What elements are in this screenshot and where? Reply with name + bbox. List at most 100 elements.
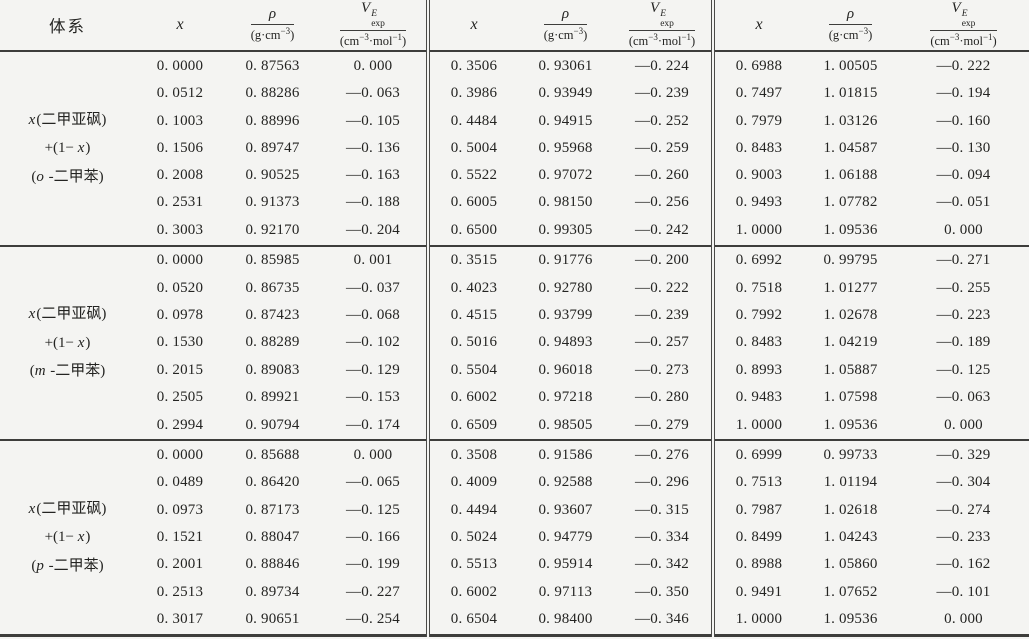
x-value: 0. 5004 <box>426 134 518 163</box>
ve-value: —0. 257 <box>635 334 689 351</box>
x-value: 0. 5016 <box>426 329 518 357</box>
ve-value: —0. 239 <box>635 85 689 102</box>
ve-value: —0. 254 <box>346 611 400 628</box>
system-block-1: x(二甲亚砜) +(1− x) (o -二甲苯) 0. 0000 0. 87563 0. … <box>0 51 1029 246</box>
x-value: 0. 2531 <box>156 194 204 211</box>
table-row: 0. 0489 0. 86420 —0. 065 0. 4009 0. 92588 —0.… <box>0 469 1029 497</box>
ve-value: —0. 166 <box>346 528 400 545</box>
rho-fraction: ρ (g·cm−3) <box>828 5 873 43</box>
ve-value: —0. 224 <box>635 57 689 74</box>
column-header-x-1: x <box>176 16 184 34</box>
table-row: x(二甲亚砜) +(1− x) (p -二甲苯) 0. 0000 0. 85688 0. … <box>0 440 1029 574</box>
ve-value: —0. 063 <box>936 388 991 405</box>
x-value: 0. 3515 <box>426 245 518 275</box>
rho-value: 0. 88846 <box>245 556 300 573</box>
column-header-x-2: x <box>426 0 518 52</box>
rho-value: 0. 94915 <box>538 112 593 129</box>
rho-value: 0. 98400 <box>538 611 593 628</box>
rho-value: 0. 94893 <box>538 334 593 351</box>
rho-value: 0. 89083 <box>245 361 300 378</box>
rho-value: 0. 96018 <box>538 361 593 378</box>
x-value: 0. 1530 <box>156 334 204 351</box>
x-value: 0. 7979 <box>711 107 803 135</box>
ve-value: —0. 296 <box>635 474 689 491</box>
x-value: 0. 0000 <box>156 252 204 269</box>
x-value: 0. 3508 <box>426 440 518 470</box>
ve-value: —0. 350 <box>635 583 689 600</box>
rho-value: 0. 90794 <box>245 416 300 433</box>
system-label: x(二甲亚砜) +(1− x) (p -二甲苯) <box>28 500 107 574</box>
table-row: 0. 0512 0. 88286 —0. 063 0. 3986 0. 93949 —0.… <box>0 80 1029 108</box>
x-value: 1. 0000 <box>711 605 803 636</box>
x-value: 0. 4023 <box>426 274 518 302</box>
ve-value: —0. 174 <box>346 416 400 433</box>
x-value: 0. 6002 <box>426 578 518 606</box>
rho-value: 0. 99733 <box>823 446 878 463</box>
rho-value: 0. 90525 <box>245 167 300 184</box>
rho-value: 0. 94779 <box>538 528 593 545</box>
rho-value: 0. 98150 <box>538 194 593 211</box>
x-value: 0. 1521 <box>156 528 204 545</box>
x-value: 0. 4009 <box>426 469 518 497</box>
rho-value: 0. 88047 <box>245 528 300 545</box>
ve-value: —0. 125 <box>346 501 400 518</box>
rho-value: 0. 89747 <box>245 139 300 156</box>
ve-value: 0. 000 <box>944 416 983 433</box>
x-value: 0. 5513 <box>426 551 518 579</box>
x-value: 0. 4484 <box>426 107 518 135</box>
ve-value: —0. 222 <box>635 279 689 296</box>
rho-value: 1. 07598 <box>823 388 878 405</box>
x-value: 0. 3986 <box>426 80 518 108</box>
table-row: 0. 2994 0. 90794 —0. 174 0. 6509 0. 98505 —0.… <box>0 411 1029 441</box>
x-value: 0. 5504 <box>426 356 518 384</box>
ve-value: —0. 329 <box>936 446 991 463</box>
ve-value: —0. 129 <box>346 361 400 378</box>
ve-value: —0. 273 <box>635 361 689 378</box>
x-value: 0. 3506 <box>426 51 518 81</box>
ve-value: —0. 304 <box>936 474 991 491</box>
rho-value: 0. 85688 <box>245 446 300 463</box>
x-value: 0. 8483 <box>711 329 803 357</box>
rho-value: 0. 87173 <box>245 501 300 518</box>
rho-value: 1. 05860 <box>823 556 878 573</box>
rho-value: 0. 88286 <box>245 85 300 102</box>
ve-value: 0. 000 <box>353 57 393 74</box>
ve-value: —0. 342 <box>635 556 689 573</box>
ve-value: 0. 001 <box>353 252 393 269</box>
x-value: 0. 6504 <box>426 605 518 636</box>
rho-value: 0. 86420 <box>245 474 300 491</box>
table-row: 0. 2008 0. 90525 —0. 163 0. 5522 0. 97072 —0.… <box>0 162 1029 190</box>
rho-value: 1. 04243 <box>823 528 878 545</box>
rho-value: 0. 91586 <box>538 446 593 463</box>
x-value: 0. 2505 <box>156 388 204 405</box>
ve-value: 0. 000 <box>353 446 393 463</box>
x-value: 0. 3017 <box>156 611 204 628</box>
rho-value: 0. 87563 <box>245 57 300 74</box>
x-value: 0. 0520 <box>156 279 204 296</box>
rho-value: 0. 87423 <box>245 307 300 324</box>
table-row: 0. 2513 0. 89734 —0. 227 0. 6002 0. 97113 —0.… <box>0 578 1029 606</box>
rho-value: 0. 99305 <box>538 222 593 239</box>
rho-value: 0. 91776 <box>538 252 593 269</box>
ve-value: —0. 260 <box>635 167 689 184</box>
ve-value: —0. 194 <box>936 85 991 102</box>
rho-value: 0. 89921 <box>245 388 300 405</box>
table-row: 0. 0973 0. 87173 —0. 125 0. 4494 0. 93607 —0.… <box>0 496 1029 524</box>
x-value: 0. 2008 <box>156 167 204 184</box>
rho-value: 1. 09536 <box>823 416 878 433</box>
rho-value: 0. 93607 <box>538 501 593 518</box>
x-value: 0. 9003 <box>711 162 803 190</box>
x-value: 0. 3003 <box>156 222 204 239</box>
x-value: 0. 6992 <box>711 245 803 275</box>
ve-value: —0. 259 <box>635 139 689 156</box>
rho-value: 1. 04219 <box>823 334 878 351</box>
table-row: 0. 0520 0. 86735 —0. 037 0. 4023 0. 92780 —0.… <box>0 274 1029 302</box>
x-value: 1. 0000 <box>711 411 803 441</box>
table-row: 0. 2505 0. 89921 —0. 153 0. 6002 0. 97218 —0.… <box>0 383 1029 412</box>
table-row: 0. 1530 0. 88289 —0. 102 0. 5016 0. 94893 —0.… <box>0 329 1029 357</box>
